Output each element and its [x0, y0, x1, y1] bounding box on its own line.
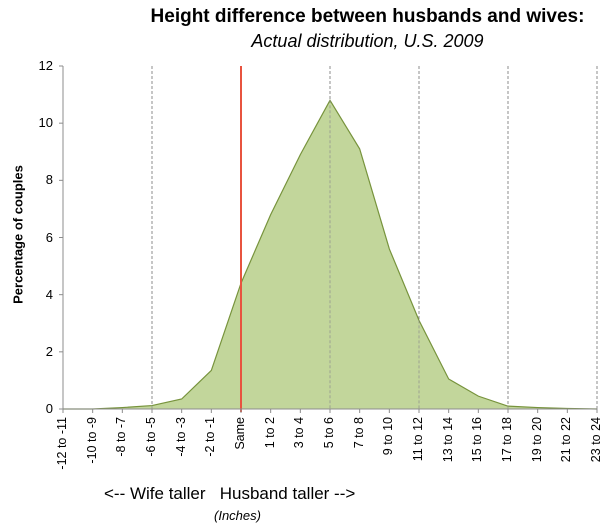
x-tick-label: 9 to 10 — [381, 417, 396, 456]
x-tick-label: 13 to 14 — [440, 417, 455, 463]
y-tick-label: 4 — [45, 286, 53, 302]
x-tick-label: 17 to 18 — [500, 417, 514, 463]
x-tick-label: 5 to 6 — [322, 417, 336, 449]
distribution-area — [63, 100, 597, 410]
y-tick-label: 2 — [45, 343, 53, 359]
y-tick-label: 10 — [38, 115, 53, 131]
chart-title: Height difference between husbands and w… — [150, 6, 585, 27]
x-tick-label: -2 to -1 — [203, 417, 218, 457]
x-tick-label: -12 to -11 — [55, 417, 69, 470]
x-tick-label: 11 to 12 — [411, 417, 425, 462]
y-tick-label: 12 — [38, 58, 53, 73]
x-tick-label: -4 to -3 — [173, 417, 188, 457]
x-tick-label: 7 to 8 — [351, 417, 366, 449]
x-tick-label: 1 to 2 — [262, 417, 277, 449]
x-axis-label: <-- Wife taller Husband taller --> — [104, 484, 356, 503]
x-tick-label: 15 to 16 — [470, 417, 485, 463]
y-tick-label: 0 — [45, 401, 53, 416]
x-tick-label: 3 to 4 — [292, 417, 307, 449]
x-tick-label: 23 to 24 — [589, 417, 603, 463]
x-axis-units: (Inches) — [214, 508, 261, 523]
x-tick-label: Same — [233, 417, 247, 450]
x-tick-label: -6 to -5 — [144, 417, 158, 457]
x-tick-label: 19 to 20 — [529, 417, 544, 463]
y-tick-label: 6 — [45, 229, 53, 245]
x-tick-label: -8 to -7 — [114, 417, 129, 457]
x-tick-label: -10 to -9 — [84, 417, 99, 464]
chart-subtitle: Actual distribution, U.S. 2009 — [251, 31, 484, 51]
y-tick-label: 8 — [45, 172, 53, 188]
x-tick-label: 21 to 22 — [559, 417, 574, 463]
